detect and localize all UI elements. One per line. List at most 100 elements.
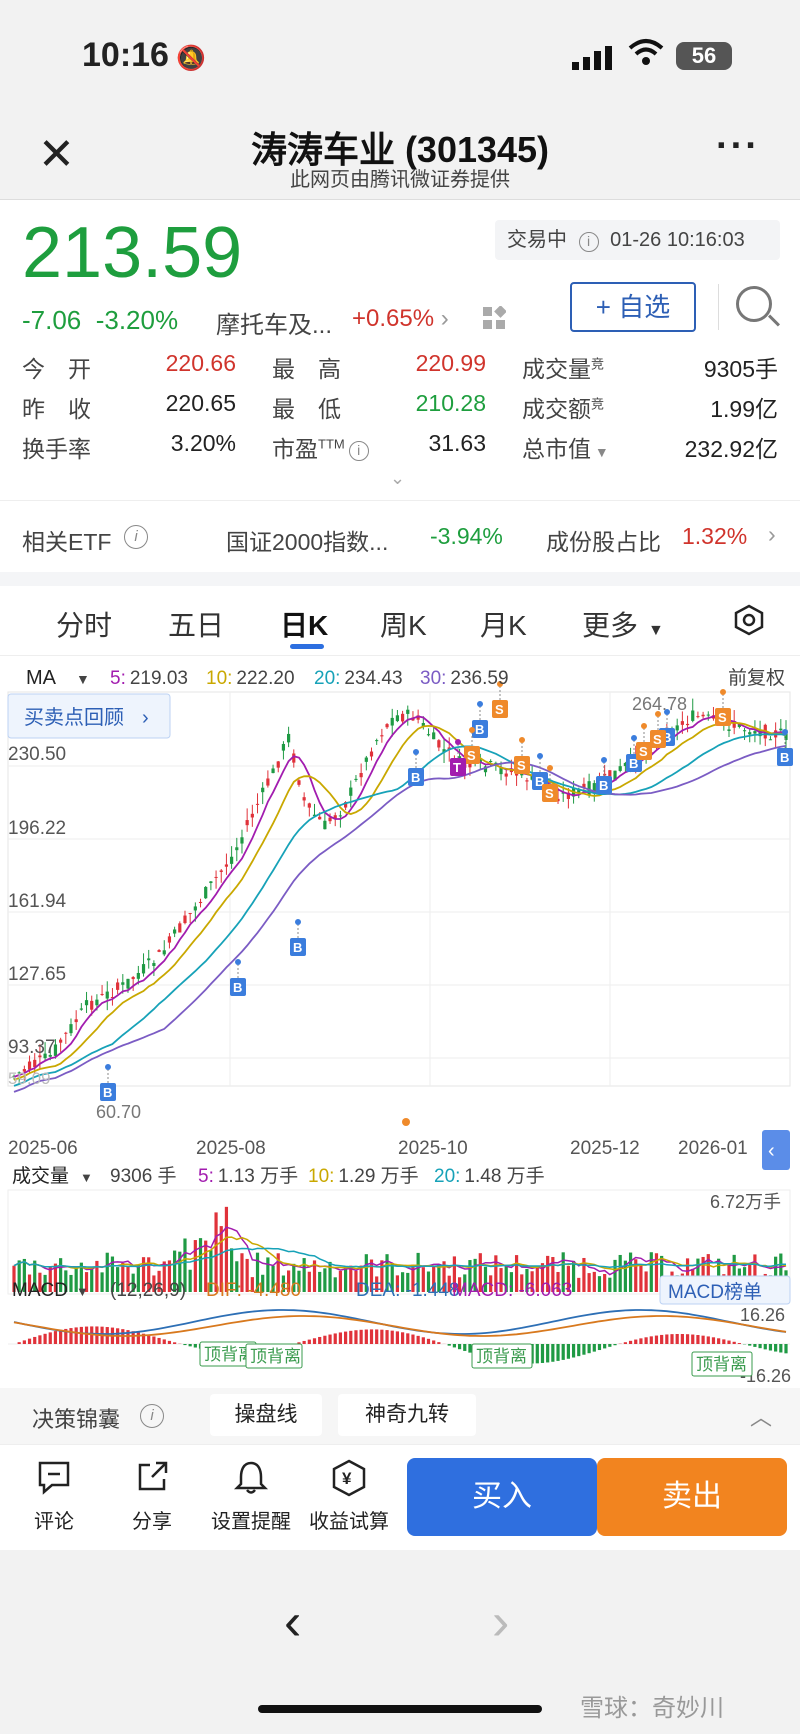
tab-five-day[interactable]: 五日 [168,610,225,641]
tab-daily-k[interactable]: 日K [280,610,329,641]
divider [718,284,719,330]
section-gap [0,572,800,586]
volume-bar [634,1259,638,1292]
tab-monthly-k[interactable]: 月K [480,610,527,641]
macd-bar [152,1336,156,1344]
industry-change[interactable]: +0.65% › [352,305,449,333]
add-watchlist-button[interactable]: + 自选 [570,282,696,332]
macd-bar [437,1342,441,1344]
volume-bar [608,1277,612,1292]
volume-bar [193,1240,197,1292]
comment-button[interactable]: 评论 [14,1459,94,1534]
x-tick: 2025-12 [570,1138,640,1159]
ma10-legend: 10: 222.20 [206,668,295,689]
macd-bar [416,1335,420,1344]
info-icon[interactable]: i [348,440,369,461]
collapse-panel-button[interactable] [762,1130,790,1170]
candle-body [338,815,343,817]
info-icon[interactable]: i [578,232,599,252]
tab-more[interactable]: 更多 ▼ [582,610,664,641]
macd-rank-button-bg[interactable] [659,1275,791,1305]
candle-body [281,743,286,751]
info-icon[interactable]: i [124,525,148,549]
chip-operation-line[interactable]: 操盘线 [210,1394,322,1436]
back-arrow-icon[interactable]: ‹ [284,1593,302,1651]
candle-body [302,797,306,801]
buy-button[interactable]: 买入 [407,1458,597,1536]
candle-body [126,978,130,989]
tab-intraday[interactable]: 分时 [56,610,113,641]
expand-chevron-icon[interactable]: ⌄ [390,468,406,488]
macd-bar [343,1331,348,1344]
candle-body [214,876,218,878]
grid-apps-icon[interactable] [482,306,506,330]
macd-bar [447,1344,451,1346]
candle-body [33,1059,37,1068]
candle-body [255,803,260,805]
candle-body [426,734,431,736]
toolbar-label: 评论 [34,1511,74,1533]
etf-index-name: 国证2000指数... [226,529,389,555]
volume-selector[interactable]: 成交量 [12,1165,69,1187]
low-label: 60.70 [96,1102,141,1122]
candle-body [22,1069,26,1072]
candle-body [323,820,327,830]
volume-bar [312,1260,317,1292]
macd-selector[interactable]: MACD [12,1280,68,1301]
yen-icon: ¥ [304,1459,394,1505]
y-tick: 230.50 [8,744,66,765]
candle-body [748,732,752,735]
candle-body [43,1053,47,1059]
macd-bar [395,1331,400,1344]
ma-selector[interactable]: MA [26,667,57,689]
stat-label-market-cap[interactable]: 总市值 ▼ [522,436,609,462]
candle-body [312,814,317,817]
macd-dif: DIF: -4.480 [206,1280,301,1301]
industry-link[interactable]: 摩托车及... [216,305,332,340]
sell-marker: S [718,710,727,725]
related-etf-row[interactable]: 相关ETF i 国证2000指数... -3.94% 成份股占比 1.32% › [0,500,800,572]
adjust-mode[interactable]: 前复权 [728,667,785,689]
volume-bar [219,1226,223,1292]
settings-hex-icon[interactable] [734,604,764,636]
profit-calc-button[interactable]: ¥ 收益试算 [304,1459,394,1534]
volume-bar [416,1252,420,1292]
buy-marker: B [103,1085,112,1100]
candle-body [69,1024,73,1034]
stat-value-market-cap: 232.92亿 [684,436,778,462]
volume-bar [779,1253,783,1292]
volume-bar [483,1266,488,1292]
t-marker: T [453,760,461,775]
volume-bar [354,1270,358,1292]
volume-bar [17,1260,21,1292]
search-icon[interactable] [736,286,772,322]
macd-rank-button[interactable]: MACD榜单 [668,1281,762,1303]
marker-dot [469,727,475,733]
chip-magic-nine[interactable]: 神奇九转 [338,1394,476,1436]
info-icon[interactable]: i [140,1404,164,1428]
candle-body [224,864,229,867]
volume-bar [437,1264,441,1292]
sell-button[interactable]: 卖出 [597,1458,787,1536]
macd-lines [13,1309,787,1337]
set-alert-button[interactable]: 设置提醒 [206,1459,296,1534]
volume-bar [116,1267,120,1292]
tab-weekly-k[interactable]: 周K [380,610,427,641]
share-icon [112,1459,192,1505]
volume-bar [489,1275,493,1292]
forward-arrow-icon[interactable]: › [492,1593,510,1651]
macd-bar [701,1335,705,1344]
more-options-icon[interactable]: ··· [716,125,760,167]
candle-body [514,772,519,776]
macd-bar [556,1344,560,1361]
review-button[interactable]: 买卖点回顾 [24,706,124,729]
candle-body [727,729,731,731]
macd-bar [188,1344,192,1347]
review-button-bg[interactable] [7,693,171,739]
close-icon[interactable]: ✕ [38,130,75,179]
chevron-up-icon[interactable]: ︿ [750,1405,773,1430]
volume-frame [7,1189,791,1295]
share-button[interactable]: 分享 [112,1459,192,1534]
